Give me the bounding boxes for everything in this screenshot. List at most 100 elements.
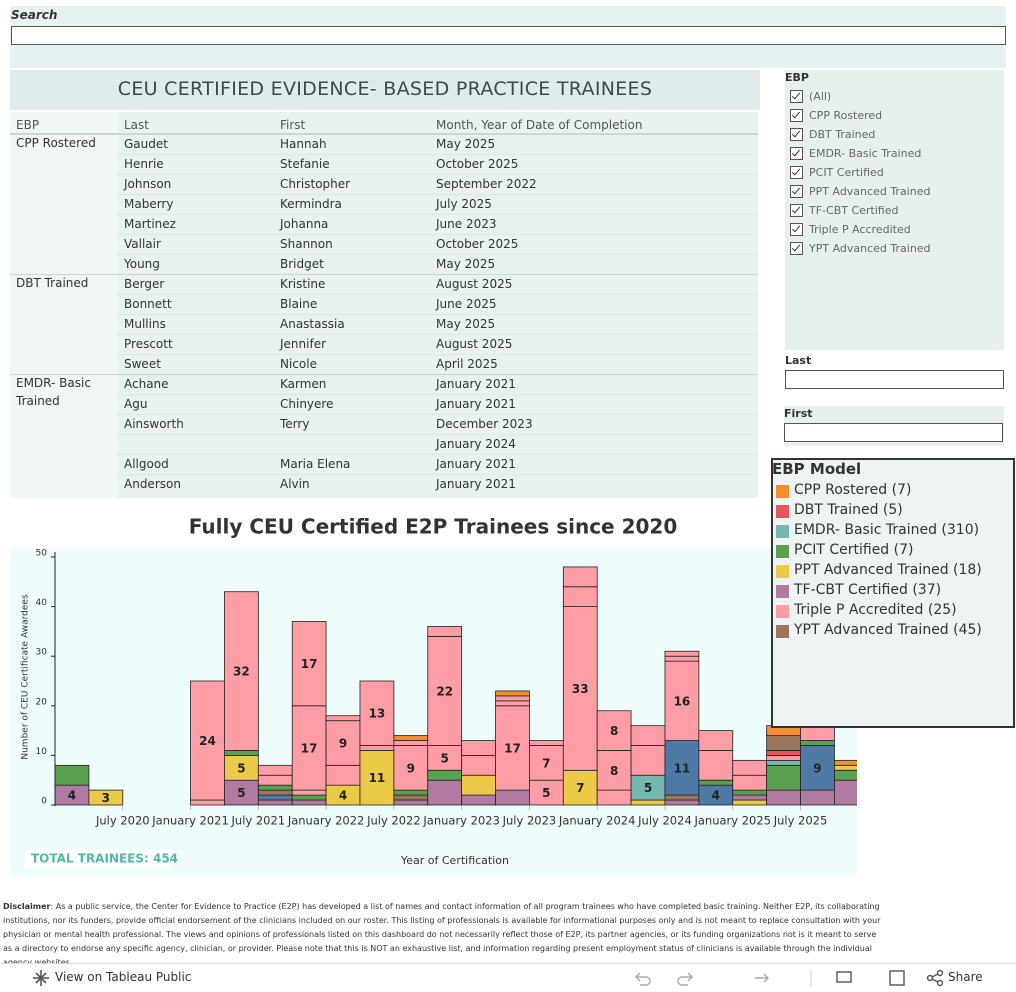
segment-label: 5	[237, 786, 245, 800]
first-input[interactable]	[784, 423, 1003, 442]
y-tick-label: 20	[36, 697, 48, 707]
date-cell: October 2025	[436, 237, 519, 251]
view-on-tableau[interactable]: View on Tableau Public	[55, 970, 192, 984]
bar-segment	[562, 606, 598, 771]
undo-icon[interactable]	[635, 972, 651, 986]
bar-segment	[291, 794, 327, 801]
bar-segment	[461, 774, 496, 796]
last-input[interactable]	[785, 370, 1004, 389]
first-cell: Alvin	[280, 477, 310, 491]
bar-segment	[257, 794, 293, 801]
first-filter-label: First	[784, 407, 813, 420]
first-cell: Nicole	[280, 357, 317, 371]
row-rule	[118, 194, 758, 195]
first-cell: Christopher	[280, 177, 351, 191]
bar-segment	[834, 769, 857, 781]
bar-segment	[732, 794, 768, 801]
bar-segment	[800, 745, 835, 791]
legend	[771, 458, 1015, 728]
revert-icon[interactable]	[755, 973, 769, 983]
last-filter-label: Last	[785, 354, 812, 367]
row-rule	[118, 254, 758, 255]
ebp-option[interactable]: PCIT Certified	[809, 166, 884, 179]
bar-segment	[562, 566, 598, 588]
ebp-option[interactable]: TF-CBT Certified	[809, 204, 899, 217]
segment-label: 8	[610, 764, 618, 778]
date-cell: January 2021	[436, 477, 516, 491]
bar-segment	[495, 789, 530, 806]
bar-segment	[325, 715, 361, 722]
bar-segment	[359, 680, 395, 746]
share-icon[interactable]	[926, 969, 944, 987]
ebp-option[interactable]: DBT Trained	[809, 128, 876, 141]
checkbox	[790, 147, 803, 160]
last-cell: Ainsworth	[124, 417, 184, 431]
last-cell: Young	[124, 257, 160, 271]
download-icon[interactable]	[836, 971, 852, 983]
checkbox	[790, 166, 803, 179]
first-cell: Maria Elena	[280, 457, 351, 471]
legend-swatch	[776, 585, 789, 598]
x-tick-label: July 2021	[231, 814, 286, 828]
search-input[interactable]	[11, 26, 1006, 45]
bar-segment	[257, 789, 293, 796]
bar-segment	[630, 799, 666, 806]
share[interactable]: Share	[948, 970, 983, 984]
column-header: Last	[124, 118, 149, 132]
last-cell: Maberry	[124, 197, 174, 211]
last-cell: Gaudet	[124, 137, 168, 151]
bar-segment	[732, 759, 768, 776]
x-tick-label: January 2021	[151, 814, 229, 828]
legend-swatch	[776, 565, 789, 578]
ebp-option[interactable]: YPT Advanced Trained	[809, 242, 931, 255]
bar-segment	[766, 759, 801, 766]
x-tick-label: July 2022	[366, 814, 421, 828]
ebp-filter-label: EBP	[785, 71, 809, 84]
bar-segment	[427, 626, 463, 637]
ebp-option[interactable]: (All)	[809, 90, 832, 103]
date-cell: July 2025	[436, 197, 492, 211]
bar-segment	[766, 755, 801, 761]
segment-label: 17	[301, 741, 318, 755]
group-rule	[10, 134, 758, 135]
bar-segment	[766, 764, 801, 791]
first-cell: Blaine	[280, 297, 318, 311]
ebp-option[interactable]: PPT Advanced Trained	[809, 185, 931, 198]
fullscreen-icon[interactable]	[889, 970, 905, 986]
x-tick-label: January 2025	[693, 814, 771, 828]
legend-swatch	[776, 525, 789, 538]
legend-label: EMDR- Basic Trained (310)	[794, 522, 980, 538]
bar-segment	[800, 740, 835, 746]
bar-segment	[359, 745, 395, 751]
ebp-option[interactable]: EMDR- Basic Trained	[809, 147, 922, 160]
segment-label: 11	[674, 761, 691, 775]
segment-label: 4	[68, 789, 76, 803]
checkbox	[790, 204, 803, 217]
bar-segment	[698, 730, 734, 751]
x-axis-title: Year of Certification	[400, 854, 509, 867]
bar-segment	[461, 755, 496, 776]
legend-swatch	[776, 505, 789, 518]
redo-icon[interactable]	[677, 972, 693, 986]
footer	[0, 963, 1016, 992]
date-cell: June 2023	[436, 217, 497, 231]
legend-swatch	[776, 605, 789, 618]
date-cell: August 2025	[436, 277, 513, 291]
ebp-cell: EMDR- Basic Trained	[16, 376, 91, 408]
legend-label: PPT Advanced Trained (18)	[794, 562, 982, 578]
legend-label: YPT Advanced Trained (45)	[794, 622, 982, 638]
legend-title: EBP Model	[772, 460, 862, 478]
y-tick-label: 40	[36, 598, 48, 608]
bar-segment	[630, 725, 666, 746]
bar-segment	[224, 591, 259, 751]
last-cell: Mullins	[124, 317, 166, 331]
group-rule	[10, 274, 758, 275]
bar-segment	[664, 799, 700, 806]
last-cell: Berger	[124, 277, 165, 291]
last-cell: Agu	[124, 397, 148, 411]
header-rule	[10, 133, 758, 134]
ebp-option[interactable]: CPP Rostered	[809, 109, 883, 122]
segment-label: 8	[610, 724, 618, 738]
ebp-option[interactable]: Triple P Accredited	[809, 223, 911, 236]
bar-segment	[257, 784, 293, 791]
